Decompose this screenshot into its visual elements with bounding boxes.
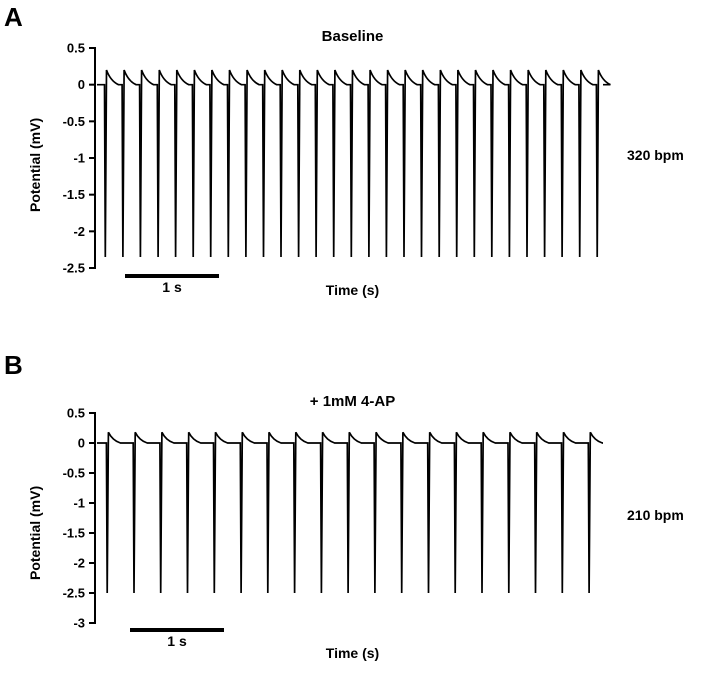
- panel-a-x-axis-label: Time (s): [325, 282, 380, 298]
- y-tick-label: -1.5: [63, 526, 85, 541]
- y-tick-label: -2: [73, 224, 85, 239]
- panel-b-y-axis-label: Potential (mV): [27, 485, 43, 580]
- y-tick-label: 0: [78, 77, 85, 92]
- y-tick-label: 0.5: [67, 41, 85, 56]
- panel-a-y-axis-label: Potential (mV): [27, 117, 43, 212]
- panel-letter-b: B: [4, 350, 23, 380]
- y-tick-label: 0: [78, 436, 85, 451]
- y-tick-label: 0.5: [67, 406, 85, 421]
- panel-b-trace-plot: 0.5 0 -0.5 -1 -1.5 -2 -2.5 -3: [63, 406, 603, 631]
- panel-b-x-axis-label: Time (s): [325, 645, 380, 661]
- y-tick-label: -2: [73, 556, 85, 571]
- y-tick-label: -1.5: [63, 187, 85, 202]
- y-tick-label: -1: [73, 496, 85, 511]
- panel-letter-a: A: [4, 2, 23, 32]
- field-potential-trace: [97, 69, 611, 258]
- panel-a-rate-annotation: 320 bpm: [627, 147, 684, 163]
- y-tick-label: -1: [73, 151, 85, 166]
- y-tick-label: -2.5: [63, 586, 85, 601]
- y-tick-label: -2.5: [63, 261, 85, 276]
- panel-a-title: Baseline: [321, 28, 384, 45]
- panel-b-scale-bar-label: 1 s: [167, 633, 187, 649]
- y-tick-label: -3: [73, 616, 85, 631]
- panel-a-scale-bar: [125, 274, 219, 278]
- y-tick-label: -0.5: [63, 466, 85, 481]
- panel-b-rate-annotation: 210 bpm: [627, 507, 684, 523]
- panel-a-scale-bar-label: 1 s: [162, 279, 182, 295]
- panel-b-title: + 1mM 4-AP: [309, 393, 396, 410]
- panel-b-scale-bar: [130, 628, 224, 632]
- panel-a-trace-plot: 0.5 0 -0.5 -1 -1.5 -2 -2.5: [63, 41, 611, 276]
- y-tick-label: -0.5: [63, 114, 85, 129]
- field-potential-trace: [97, 431, 603, 594]
